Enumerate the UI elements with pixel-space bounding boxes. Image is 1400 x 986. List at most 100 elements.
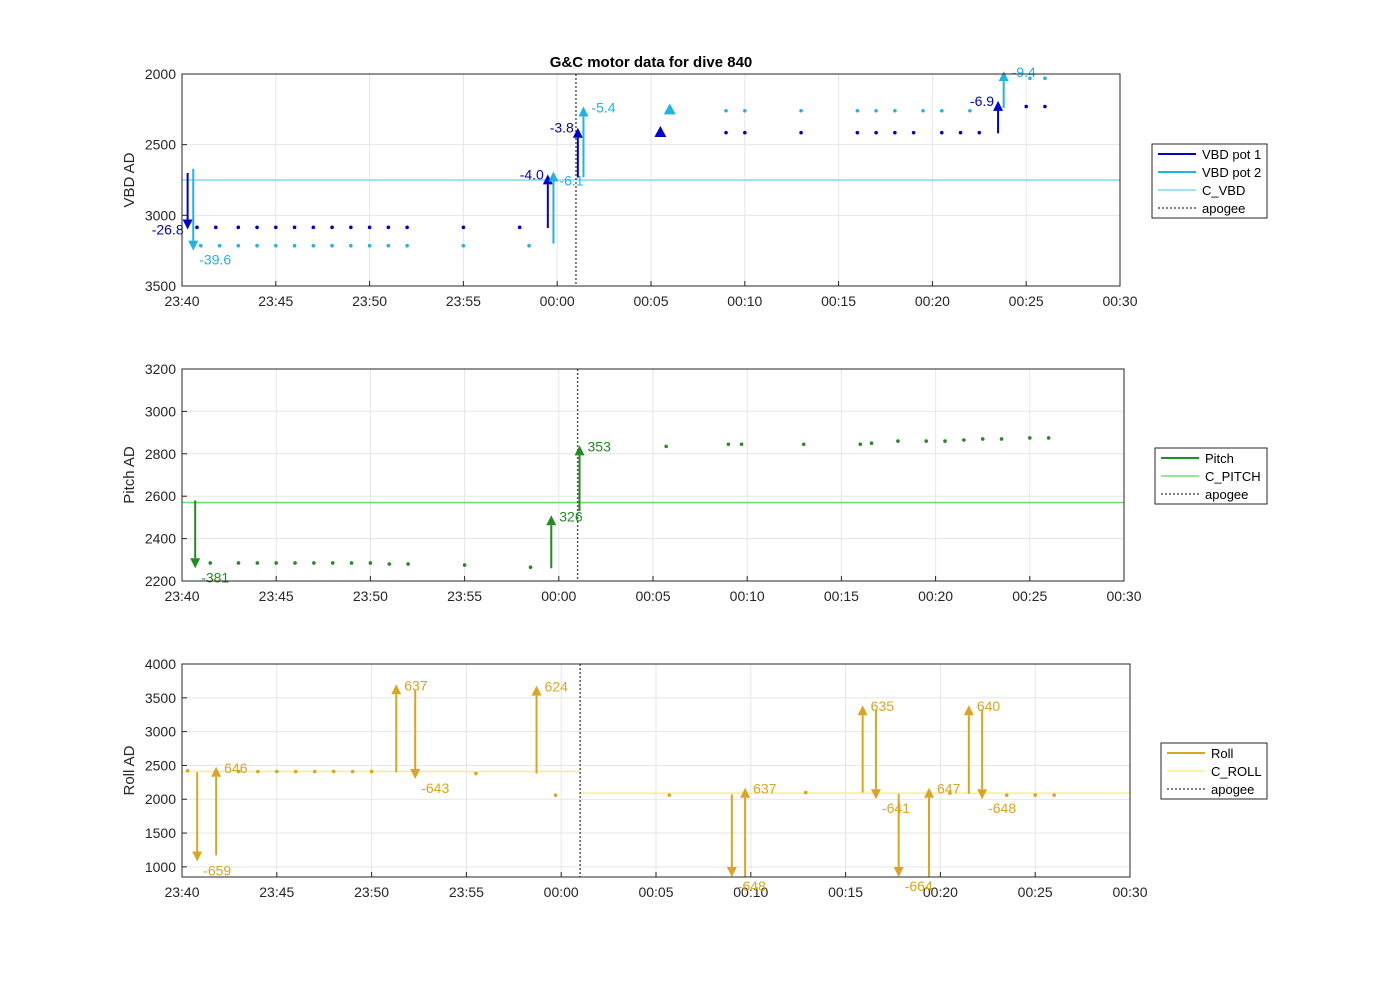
data-point (968, 108, 972, 113)
data-point (311, 225, 316, 230)
data-point (405, 243, 409, 248)
data-point (1046, 436, 1051, 440)
arrow-label: -664 (905, 878, 933, 894)
arrow-label: -6.9 (970, 93, 994, 109)
data-point (237, 769, 241, 774)
data-point (255, 243, 259, 248)
y-tick-label: 2600 (145, 488, 176, 504)
data-point (726, 442, 731, 447)
data-point (958, 130, 963, 135)
arrow-head (546, 515, 557, 526)
arrow-head (410, 768, 421, 779)
data-point (977, 130, 982, 135)
arrow-label: -39.6 (199, 252, 231, 268)
data-point (855, 130, 860, 135)
arrow-head (182, 219, 193, 230)
data-point (349, 243, 353, 248)
data-point (939, 108, 944, 113)
x-tick-label: 23:50 (353, 588, 388, 604)
data-point (274, 561, 279, 565)
data-point (312, 561, 316, 565)
data-point (330, 243, 334, 248)
data-point (217, 243, 222, 248)
x-tick-label: 00:20 (918, 588, 953, 604)
x-tick-label: 23:40 (164, 588, 199, 604)
data-point (330, 561, 335, 565)
arrow-head (574, 445, 585, 456)
arrow-label: -9.4 (1012, 64, 1036, 80)
y-tick-label: 3000 (145, 724, 176, 740)
axes-frame (181, 368, 1125, 582)
arrow-head (963, 705, 974, 716)
legend-box (1151, 143, 1268, 219)
data-point (803, 790, 808, 795)
data-point (330, 225, 334, 230)
x-tick-label: 23:50 (354, 884, 389, 900)
arrow-head (211, 766, 222, 777)
arrow-head (548, 171, 559, 182)
data-point (874, 130, 878, 135)
chart-1: 23:40 23:45 23:50 23:55 00:00 00:05 00:10 00:15… (121, 54, 1268, 309)
data-point (213, 225, 218, 230)
data-point (527, 243, 531, 248)
arrow-label: 637 (753, 781, 777, 797)
data-point (386, 243, 391, 248)
x-tick-label: 00:25 (1012, 588, 1047, 604)
legend-label: apogee (1205, 487, 1248, 502)
x-tick-label: 23:45 (258, 293, 293, 309)
data-point (255, 561, 260, 565)
legend-label: apogee (1211, 782, 1254, 797)
chart-3: 23:40 23:45 23:50 23:55 00:00 00:05 00:10 00:15… (121, 656, 1268, 900)
arrow-label: -648 (988, 800, 1016, 816)
axes-frame (181, 73, 1121, 287)
data-point (858, 442, 863, 447)
data-point (943, 439, 947, 443)
arrow-head (726, 867, 737, 877)
y-tick-label: 2500 (145, 757, 176, 773)
x-tick-label: 23:55 (449, 884, 484, 900)
data-point (667, 793, 672, 797)
y-axis-label: VBD AD (121, 152, 138, 207)
arrow-label: 353 (588, 438, 612, 454)
data-point (293, 769, 298, 774)
x-tick-label: 00:20 (923, 884, 958, 900)
x-tick-label: 23:40 (164, 293, 199, 309)
data-point (331, 769, 336, 774)
arrow-label: -648 (738, 878, 766, 894)
arrow-label: 646 (224, 760, 248, 776)
x-tick-label: 00:30 (1112, 884, 1147, 900)
arrow-label: 640 (977, 698, 1001, 714)
data-point (255, 225, 259, 230)
arrow-label: -643 (421, 780, 449, 796)
data-point (461, 243, 466, 248)
data-point (386, 225, 391, 230)
legend-label: VBD pot 1 (1202, 147, 1261, 162)
triangle-marker (654, 125, 667, 137)
arrow-label: -4.0 (520, 166, 544, 182)
y-tick-label: 2200 (145, 573, 176, 589)
data-point (236, 225, 241, 230)
arrow-head (857, 705, 868, 716)
arrow-label: 624 (545, 679, 569, 695)
chart-2: 23:40 23:45 23:50 23:55 00:00 00:05 00:10 00:15… (121, 361, 1268, 604)
y-tick-label: 3200 (145, 361, 176, 377)
arrow-head (531, 685, 542, 696)
data-point (869, 441, 874, 446)
triangle-marker (663, 103, 676, 115)
data-point (1052, 793, 1056, 797)
data-point (724, 108, 728, 113)
x-tick-label: 00:20 (915, 293, 950, 309)
data-point (948, 791, 952, 795)
data-point (312, 769, 317, 774)
y-tick-label: 2500 (145, 137, 176, 153)
arrow-head (188, 240, 199, 251)
data-point (1043, 76, 1047, 81)
x-tick-label: 00:30 (1102, 293, 1137, 309)
arrow-label: -641 (882, 800, 910, 816)
data-point (198, 243, 203, 248)
y-tick-label: 2000 (145, 791, 176, 807)
y-tick-label: 4000 (145, 656, 176, 672)
data-point (553, 793, 558, 797)
